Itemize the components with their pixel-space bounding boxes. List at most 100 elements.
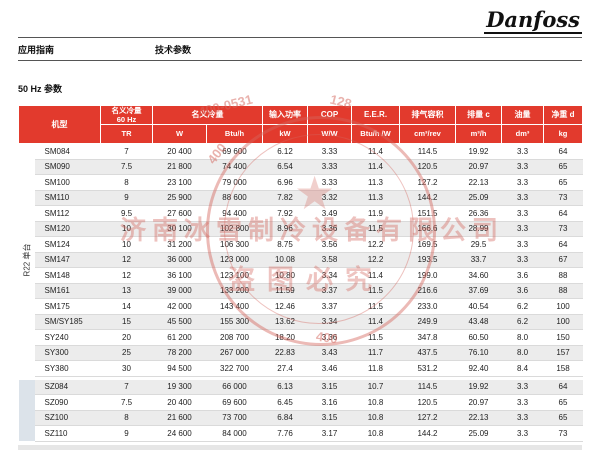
unit-w: W — [152, 124, 207, 144]
value-cell: 11.4 — [351, 267, 400, 284]
value-cell: 20.97 — [455, 394, 502, 411]
header-model: 机型 — [18, 105, 101, 144]
value-cell: 158 — [543, 360, 583, 377]
value-cell: 3.6 — [501, 267, 544, 284]
value-cell: 11.3 — [351, 174, 400, 191]
value-cell: 74 400 — [206, 159, 263, 175]
value-cell: 120.5 — [399, 159, 456, 175]
header-capacity-60hz-line1: 名义冷量 — [111, 106, 142, 115]
table-row: SZ084 7 19 300 66 000 6.13 3.15 10.7 114.5 19.92… — [18, 379, 583, 441]
value-cell: 3.36 — [307, 329, 352, 346]
header-cop: COP — [307, 105, 352, 125]
value-cell: 114.5 — [399, 379, 456, 395]
value-cell: 11.4 — [351, 314, 400, 330]
value-cell: 19 300 — [152, 379, 207, 395]
value-cell: 12 — [100, 267, 153, 284]
model-cell: SM/SY185 — [34, 314, 101, 330]
value-cell: 3.15 — [307, 410, 352, 426]
unit-tr: TR — [100, 124, 153, 144]
model-cell: SZ100 — [34, 410, 101, 426]
value-cell: 25 — [100, 345, 153, 361]
header-displacement-volume: 排气容积 — [399, 105, 456, 125]
value-cell: 114.5 — [399, 143, 456, 160]
value-cell: 15 — [100, 314, 153, 330]
table-row: SM120 10 30 100 102 800 8.96 3.36 11.5 166.6 28.… — [19, 221, 583, 237]
model-cell: SM110 — [34, 190, 101, 206]
table-row: SM090 7.5 21 800 74 400 6.54 3.33 11.4 120.5 20.… — [19, 159, 583, 175]
value-cell: 73 — [543, 425, 583, 442]
value-cell: 88 600 — [206, 190, 263, 206]
value-cell: 73 — [543, 221, 583, 237]
value-cell: 73 700 — [206, 410, 263, 426]
header-displacement: 排量 c — [455, 105, 502, 125]
value-cell: 8 — [100, 174, 153, 191]
value-cell: 7 — [100, 143, 153, 160]
value-cell: 3.3 — [501, 252, 544, 268]
value-cell: 3.46 — [307, 360, 352, 377]
value-cell: 322 700 — [206, 360, 263, 377]
value-cell: 3.3 — [501, 159, 544, 175]
value-cell: 34.60 — [455, 267, 502, 284]
table-row: SM/SY185 15 45 500 155 300 13.62 3.34 11.4 249.… — [19, 314, 583, 330]
value-cell: 27.4 — [262, 360, 308, 377]
table-row: SM100 8 23 100 79 000 6.96 3.33 11.3 127.2 22.13… — [19, 174, 583, 191]
unit-btuhw: Btu/h /W — [351, 124, 400, 144]
value-cell: 144.2 — [399, 425, 456, 442]
model-cell: SM084 — [34, 143, 101, 160]
model-cell: SM090 — [34, 159, 101, 175]
value-cell: 7 — [100, 379, 153, 395]
table-row: SM124 10 31 200 106 300 8.75 3.56 12.2 169.5 29.… — [19, 236, 583, 253]
value-cell: 155 300 — [206, 314, 263, 330]
value-cell: 216.6 — [399, 283, 456, 299]
value-cell: 25.09 — [455, 190, 502, 206]
table-row: SM112 9.5 27 600 94 400 7.92 3.49 11.9 151.5 26.… — [19, 205, 583, 222]
value-cell: 19.92 — [455, 143, 502, 160]
value-cell: 11.9 — [351, 205, 400, 222]
value-cell: 3.33 — [307, 174, 352, 191]
value-cell: 123 000 — [206, 252, 263, 268]
value-cell: 150 — [543, 329, 583, 346]
value-cell: 11.4 — [351, 159, 400, 175]
value-cell: 3.3 — [501, 394, 544, 411]
value-cell: 11.4 — [351, 143, 400, 160]
value-cell: 3.6 — [501, 283, 544, 299]
value-cell: 64 — [543, 236, 583, 253]
value-cell: 3.16 — [307, 394, 352, 411]
header-rule-bottom — [18, 60, 582, 61]
spec-table: 机型 名义冷量 60 Hz 名义冷量 输入功率 COP E.E.R. 排气容积 … — [18, 105, 583, 442]
value-cell: 19.92 — [455, 379, 502, 395]
value-cell: 3.34 — [307, 267, 352, 284]
value-cell: 11.3 — [351, 190, 400, 206]
value-cell: 133 200 — [206, 283, 263, 299]
value-cell: 11.5 — [351, 329, 400, 346]
table-row: SM175 14 42 000 143 400 12.46 3.37 11.5 233.0 40… — [19, 298, 583, 315]
model-cell: SM112 — [34, 205, 101, 222]
value-cell: 65 — [543, 410, 583, 426]
value-cell: 73 — [543, 190, 583, 206]
value-cell: 208 700 — [206, 329, 263, 346]
value-cell: 11.5 — [351, 298, 400, 315]
value-cell: 29.5 — [455, 236, 502, 253]
value-cell: 88 — [543, 283, 583, 299]
value-cell: 10.8 — [351, 425, 400, 442]
value-cell: 84 000 — [206, 425, 263, 442]
value-cell: 11.59 — [262, 283, 308, 299]
value-cell: 28.99 — [455, 221, 502, 237]
value-cell: 6.96 — [262, 174, 308, 191]
value-cell: 151.5 — [399, 205, 456, 222]
header-capacity-60hz-line2: 60 Hz — [116, 115, 137, 124]
value-cell: 531.2 — [399, 360, 456, 377]
value-cell: 64 — [543, 379, 583, 395]
model-cell: SM147 — [34, 252, 101, 268]
header-oil: 油量 — [501, 105, 544, 125]
value-cell: 3.3 — [501, 379, 544, 395]
value-cell: 13.62 — [262, 314, 308, 330]
value-cell: 45 500 — [152, 314, 207, 330]
header-eer: E.E.R. — [351, 105, 400, 125]
value-cell: 20.97 — [455, 159, 502, 175]
table-row: SM147 12 36 000 123 000 10.08 3.58 12.2 193.5 33… — [19, 252, 583, 268]
value-cell: 193.5 — [399, 252, 456, 268]
value-cell: 3.32 — [307, 190, 352, 206]
model-cell: SM175 — [34, 298, 101, 315]
value-cell: 88 — [543, 267, 583, 284]
